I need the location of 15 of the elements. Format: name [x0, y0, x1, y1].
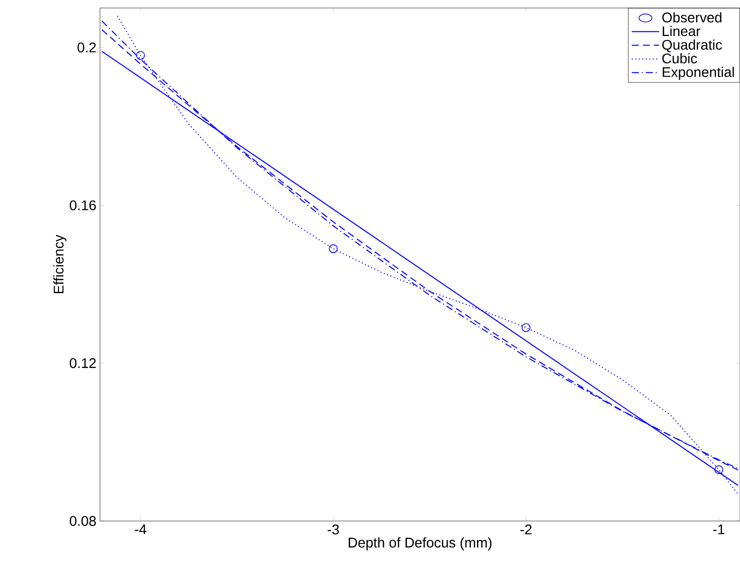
x-axis-title: Depth of Defocus (mm)	[348, 537, 492, 550]
y-tick-label: 0.2	[78, 42, 96, 52]
legend-label: Cubic	[662, 53, 698, 64]
x-tick-label: -2	[520, 524, 532, 534]
y-axis-title: Efficiency	[53, 234, 66, 294]
legend-label: Quadratic	[662, 39, 722, 52]
y-tick-label: 0.12	[70, 358, 96, 368]
y-tick-label: 0.16	[70, 200, 96, 210]
x-tick-label: -4	[134, 524, 146, 534]
legend-label: Linear	[662, 26, 700, 36]
x-tick-label: -1	[713, 524, 724, 534]
y-tick-label: 0.08	[70, 516, 96, 526]
x-tick-label: -3	[328, 524, 339, 534]
legend-label: Observed	[662, 12, 722, 22]
legend-label: Exponential	[662, 66, 734, 80]
